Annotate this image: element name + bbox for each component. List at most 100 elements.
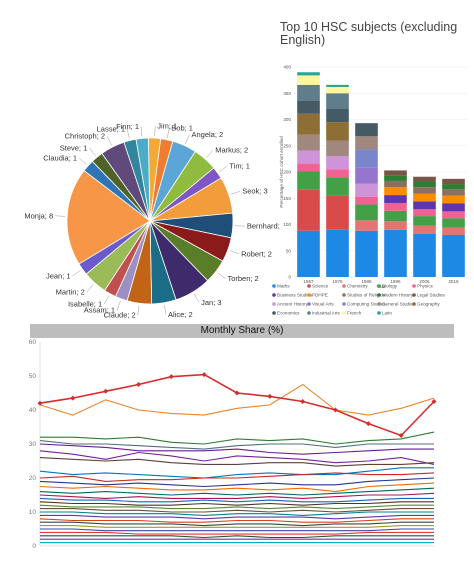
pie-leader-line: [86, 284, 94, 293]
line-series: [39, 467, 434, 479]
bar-y-tick: 150: [283, 196, 291, 201]
line-marker: [398, 433, 404, 438]
line-marker: [234, 390, 240, 396]
bar-legend-label: Chemistry: [347, 284, 368, 289]
pie-leader-line: [206, 149, 214, 158]
line-y-tick: 30: [29, 441, 37, 448]
line-marker: [365, 421, 371, 427]
bar-legend-label: General Studies: [382, 302, 416, 307]
bar-segment: [413, 209, 436, 217]
line-marker: [70, 395, 76, 401]
bar-segment: [297, 72, 320, 76]
pie-data-label: Finn; 1: [116, 122, 139, 131]
pie-leader-line: [193, 293, 200, 303]
pie-data-label: Claude; 2: [104, 311, 136, 320]
line-y-tick: 60: [29, 339, 37, 346]
bar-segment: [326, 140, 349, 157]
bar-x-tick: 1996: [390, 279, 401, 284]
line-chart-title: Monthly Share (%): [200, 325, 284, 336]
bar-legend-label: Geography: [417, 302, 440, 307]
pie-leader-line: [126, 128, 130, 139]
line-marker: [300, 399, 306, 404]
bar-legend-swatch: [412, 302, 416, 306]
bar-segment: [326, 177, 349, 196]
bar-segment: [355, 123, 378, 137]
bar-segment: [297, 75, 320, 85]
pie-data-label: Isabelle; 1: [68, 300, 102, 309]
bar-segment: [297, 171, 320, 190]
bar-legend-swatch: [307, 302, 311, 306]
bar-segment: [413, 201, 436, 210]
line-series: [39, 501, 434, 506]
pie-data-label: Jean; 1: [46, 272, 71, 281]
bar-legend-swatch: [272, 284, 276, 288]
bar-y-tick: 300: [283, 117, 291, 122]
bar-segment: [384, 170, 407, 176]
line-series: [40, 531, 434, 535]
line-series: [40, 535, 434, 539]
bar-segment: [355, 183, 378, 197]
bar-chart-title: Top 10 HSC subjects (excluding English): [280, 20, 458, 47]
line-y-tick: 20: [29, 475, 37, 482]
pie-chart-panel: Jim; 1 Bob; 1 Angela; 2 Markus; 2 Tim; 1 Seok…: [0, 110, 286, 325]
pie-data-label: Angela; 2: [191, 130, 223, 139]
bar-segment: [413, 216, 436, 226]
pie-data-label: Bob; 1: [171, 123, 193, 132]
pie-data-label: Seok; 3: [242, 187, 267, 196]
bar-legend-swatch: [307, 311, 311, 315]
bar-legend-label: Biology: [382, 284, 398, 289]
pie-leader-line: [230, 190, 241, 195]
bar-segment: [442, 189, 465, 196]
pie-data-label: Jim; 1: [157, 122, 177, 131]
bar-x-tick: 2016: [448, 279, 459, 284]
bar-segment: [413, 176, 436, 182]
bar-segment: [297, 100, 320, 114]
bar-y-tick: 50: [286, 248, 292, 253]
bar-segment: [297, 84, 320, 101]
bar-segment: [442, 235, 465, 277]
pie-data-label: Christoph; 2: [65, 132, 105, 141]
bar-legend-label: Physics: [417, 284, 434, 289]
bar-legend-label: PDHPE: [312, 293, 328, 298]
line-series: [39, 383, 435, 416]
line-series: [40, 521, 434, 527]
bar-y-tick: 400: [283, 65, 291, 70]
pie-leader-line: [167, 127, 170, 138]
bar-y-tick: 250: [283, 143, 291, 148]
bar-segment: [326, 93, 349, 109]
bar-segment: [326, 229, 349, 277]
bar-legend-swatch: [377, 293, 381, 297]
pie-data-label: Monja; 8: [24, 211, 53, 220]
bar-y-axis-label: Percentage of HSC cohort enrolled: [279, 136, 284, 208]
bar-y-tick: 0: [288, 275, 291, 280]
line-series: [40, 511, 434, 516]
bar-segment: [384, 221, 407, 230]
bar-legend-label: Visual Arts: [312, 302, 334, 307]
bar-y-tick: 200: [283, 170, 291, 175]
bar-legend-swatch: [272, 311, 276, 315]
bar-segment: [384, 229, 407, 277]
pie-data-label: Alice; 2: [168, 310, 193, 319]
bar-segment: [384, 187, 407, 196]
pie-data-label: Robert; 2: [241, 249, 272, 258]
bar-segment: [413, 225, 436, 234]
bar-legend-label: Industrial Arts: [312, 311, 341, 315]
line-series: [39, 504, 434, 510]
bar-segment: [355, 220, 378, 231]
bar-segment: [326, 84, 349, 87]
line-y-tick: 0: [32, 543, 36, 550]
pie-data-label: Bernhard; 2: [247, 222, 280, 231]
bar-legend-swatch: [377, 302, 381, 306]
bar-segment: [355, 136, 378, 150]
bar-segment: [297, 113, 320, 135]
line-marker: [267, 393, 273, 399]
line-y-tick: 10: [29, 509, 37, 516]
bar-legend-label: Science: [312, 284, 329, 289]
bar-legend-label: Maths: [277, 284, 290, 289]
bar-legend-label: Legal Studies: [417, 293, 446, 298]
pie-leader-line: [185, 134, 190, 144]
pie-leader-line: [217, 272, 226, 279]
pie-data-label: Steve; 1: [60, 143, 88, 152]
pie-leader-line: [229, 250, 240, 255]
line-marker: [431, 399, 437, 404]
